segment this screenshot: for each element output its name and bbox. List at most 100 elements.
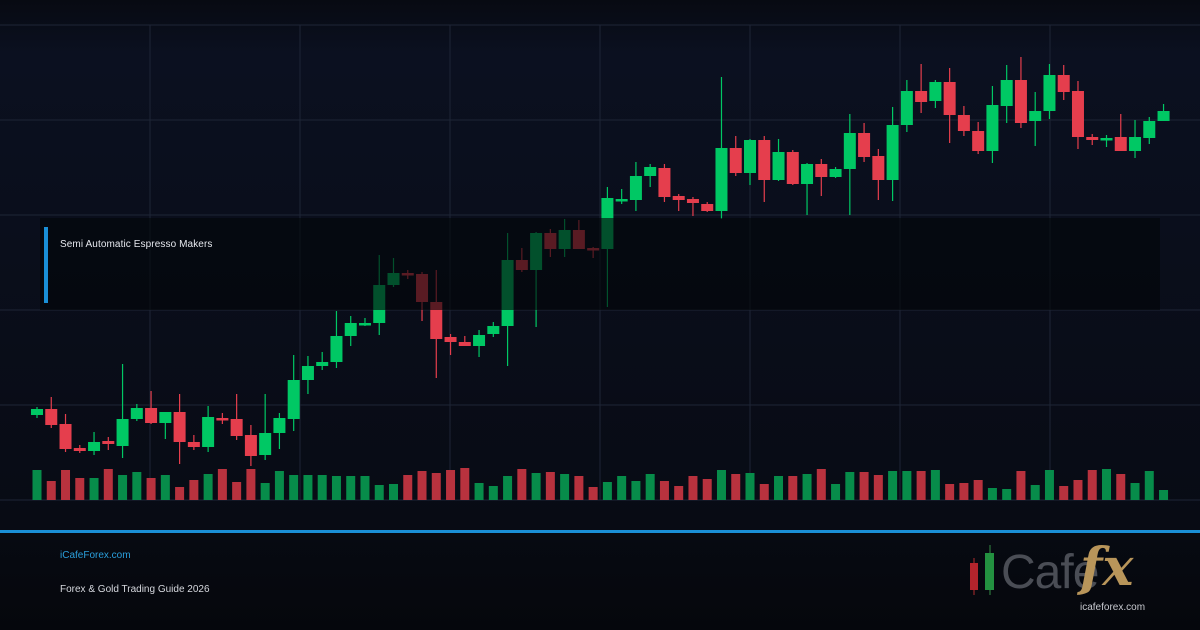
volume-bar <box>431 473 441 500</box>
volume-bar <box>845 472 855 500</box>
volume-bar <box>1144 471 1154 500</box>
volume-bar <box>816 469 826 500</box>
volume-bar <box>160 475 170 500</box>
candle <box>686 197 699 216</box>
candle <box>658 164 671 202</box>
title-overlay-panel: Semi Automatic Espresso Makers <box>40 218 1160 310</box>
volume-bar <box>460 468 470 500</box>
candle <box>59 414 72 452</box>
candle <box>644 164 657 187</box>
volume-bar <box>146 478 156 500</box>
volume-bar <box>945 484 955 500</box>
volume-bar <box>61 470 71 500</box>
volume-bar <box>118 475 128 500</box>
candle <box>829 167 842 178</box>
candle <box>45 397 58 428</box>
volume-bar <box>1102 469 1111 500</box>
volume-bar <box>716 470 726 500</box>
volume-bar <box>203 474 213 500</box>
candle <box>1000 65 1013 123</box>
candle <box>316 352 329 370</box>
candle <box>972 122 985 154</box>
candle <box>815 159 828 196</box>
volume-bar <box>788 476 798 500</box>
candle <box>330 311 343 368</box>
volume-bar <box>802 474 812 500</box>
candle <box>786 150 799 185</box>
candle <box>301 356 314 394</box>
volume-bar <box>260 483 270 500</box>
volume-bar <box>759 484 769 500</box>
volume-bar <box>688 476 698 500</box>
volume-bar <box>274 471 284 500</box>
candle <box>1143 117 1156 144</box>
volume-bar <box>503 476 513 500</box>
volume-bar <box>831 484 841 500</box>
volume-bar <box>1130 483 1140 500</box>
volume-bar <box>745 473 755 500</box>
volume-bar <box>217 469 227 500</box>
volume-bar <box>1116 474 1126 500</box>
candle <box>715 77 728 219</box>
candle <box>458 336 471 346</box>
volume-bar <box>189 480 199 500</box>
candle <box>957 106 970 136</box>
candle <box>1086 134 1099 145</box>
candle <box>615 189 628 204</box>
candle <box>858 123 871 162</box>
volume-bar <box>645 474 655 500</box>
volume-bar <box>317 475 327 500</box>
candle <box>1029 92 1042 146</box>
volume-bar <box>702 479 712 500</box>
candle <box>130 404 143 421</box>
volume-bar <box>517 469 527 500</box>
volume-bars <box>32 468 1169 500</box>
site-link[interactable]: iCafeForex.com <box>60 550 131 561</box>
volume-bar <box>303 475 313 500</box>
candle <box>216 413 229 424</box>
candle <box>900 80 913 132</box>
volume-bar <box>574 476 584 500</box>
candle <box>672 194 685 211</box>
volume-bar <box>89 478 99 500</box>
candle <box>344 316 357 346</box>
volume-bar <box>588 487 598 500</box>
volume-bar <box>731 474 741 500</box>
candle <box>701 202 714 212</box>
candle <box>473 330 486 357</box>
volume-bar <box>602 482 612 500</box>
volume-bar <box>659 481 669 500</box>
candle <box>1057 65 1070 100</box>
candle <box>1043 64 1056 119</box>
volume-bar <box>902 471 912 500</box>
candle <box>1014 57 1027 128</box>
candle <box>173 394 186 464</box>
candle <box>744 139 756 185</box>
volume-bar <box>973 480 983 500</box>
candle <box>273 413 286 449</box>
volume-bar <box>103 469 113 500</box>
candle <box>230 394 243 440</box>
logo-candle-icon-red <box>970 563 978 590</box>
candle <box>31 407 43 418</box>
volume-bar <box>75 478 85 500</box>
volume-bar <box>1159 490 1169 500</box>
volume-bar <box>1073 480 1083 500</box>
footer: iCafeForex.com Forex & Gold Trading Guid… <box>0 533 1200 630</box>
volume-bar <box>545 472 555 500</box>
candle <box>1129 120 1142 158</box>
candle <box>986 86 999 163</box>
candle <box>772 139 785 181</box>
volume-bar <box>1002 489 1012 500</box>
candle <box>801 163 814 215</box>
volume-bar <box>175 487 185 500</box>
candle <box>202 406 215 452</box>
volume-bar <box>617 476 627 500</box>
volume-bar <box>446 470 456 500</box>
volume-bar <box>403 475 413 500</box>
volume-bar <box>488 486 498 500</box>
candle <box>729 136 742 176</box>
candle <box>244 425 257 466</box>
volume-bar <box>888 471 898 500</box>
candle <box>886 107 899 201</box>
